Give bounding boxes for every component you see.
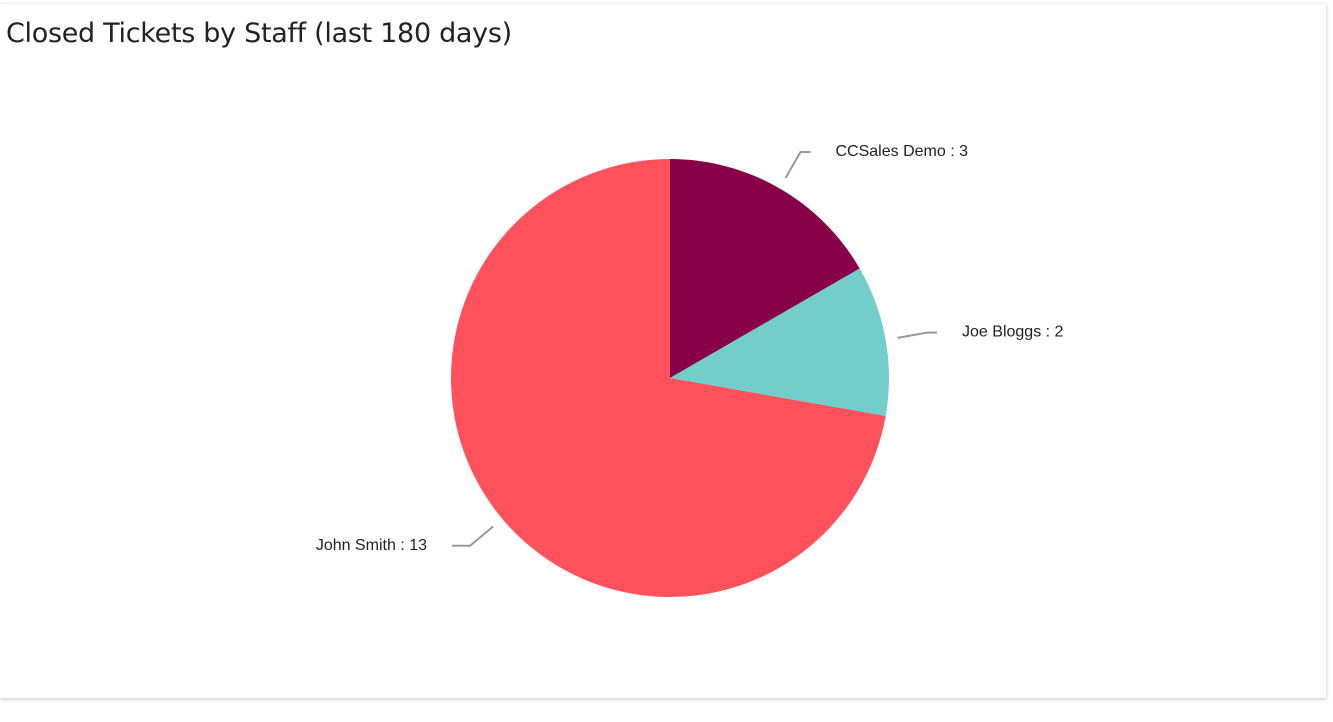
slice-label: CCSales Demo : 3	[836, 143, 969, 160]
slice-label-separator: :	[396, 537, 409, 554]
slice-label-name: CCSales Demo	[836, 143, 946, 160]
slice-label: Joe Bloggs : 2	[962, 324, 1064, 341]
leader-line	[897, 331, 938, 339]
chart-title: Closed Tickets by Staff (last 180 days)	[6, 18, 512, 49]
slice-label-separator: :	[1041, 324, 1054, 341]
slice-label: John Smith : 13	[316, 537, 427, 554]
slice-label-value: 13	[409, 537, 427, 554]
pie-slice	[670, 159, 860, 378]
slice-label-value: 3	[959, 143, 968, 160]
pie-slice	[451, 159, 886, 597]
slice-label-name: John Smith	[316, 537, 396, 554]
leader-line	[784, 150, 811, 179]
pie-slice	[670, 268, 889, 417]
slice-label-separator: :	[946, 143, 959, 160]
slice-label-name: Joe Bloggs	[962, 324, 1041, 341]
leader-line	[452, 525, 494, 547]
slice-label-value: 2	[1055, 324, 1064, 341]
